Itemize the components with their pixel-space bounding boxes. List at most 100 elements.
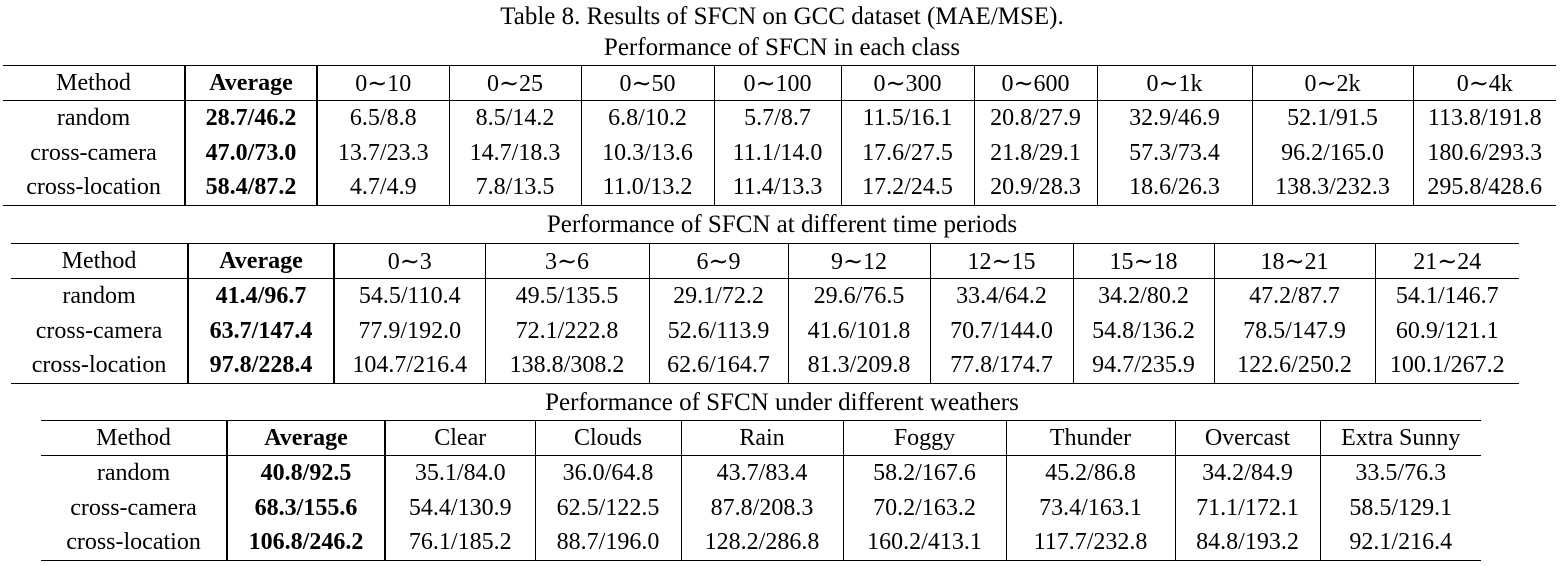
- time-table-title: Performance of SFCN at different time pe…: [546, 211, 1018, 238]
- header-cell: 21∼24: [1374, 243, 1519, 279]
- header-cell: 0∼25: [448, 65, 581, 101]
- table-cell: 11.0/13.2: [580, 170, 714, 206]
- table-cell: 54.4/130.9: [384, 490, 535, 526]
- table-cell: 6.8/10.2: [580, 100, 714, 136]
- method-cell: cross-camera: [70, 494, 197, 521]
- header-cell: Thunder: [1005, 420, 1175, 456]
- table-cell: 128.2/286.8: [680, 525, 843, 561]
- table-row: cross-camera 47.0/73.0 13.7/23.3 14.7/18…: [3, 135, 1556, 171]
- table-cell: 29.6/76.5: [787, 278, 930, 314]
- header-cell: Method: [41, 420, 227, 456]
- table-cell: 77.9/192.0: [333, 313, 485, 349]
- header-cell: 12∼15: [929, 243, 1073, 279]
- table-header-row: Method Average 0∼10 0∼25 0∼50 0∼100 0∼30…: [3, 65, 1556, 101]
- table-cell: 72.1/222.8: [484, 313, 649, 349]
- table-cell: 62.5/122.5: [534, 490, 681, 526]
- header-cell: Average: [187, 243, 334, 279]
- header-cell: Method: [3, 65, 185, 101]
- class-performance-table: Method Average 0∼10 0∼25 0∼50 0∼100 0∼30…: [3, 65, 1556, 206]
- table-cell: 34.2/84.9: [1174, 455, 1320, 491]
- table-cell: 29.1/72.2: [648, 278, 788, 314]
- header-cell: 0∼4k: [1412, 65, 1556, 101]
- method-cell: cross-location: [31, 352, 167, 379]
- header-cell: Rain: [680, 420, 843, 456]
- header-cell: 3∼6: [484, 243, 649, 279]
- table-cell: 88.7/196.0: [534, 525, 681, 561]
- method-cell: cross-camera: [30, 139, 157, 166]
- table-cell: 94.7/235.9: [1072, 348, 1214, 384]
- table-cell: 180.6/293.3: [1412, 135, 1556, 171]
- average-cell: 97.8/228.4: [187, 348, 334, 384]
- header-cell: 0∼1k: [1096, 65, 1252, 101]
- header-cell: 0∼2k: [1251, 65, 1413, 101]
- class-table-title: Performance of SFCN in each class: [603, 34, 961, 61]
- table-cell: 52.6/113.9: [648, 313, 788, 349]
- table-cell: 62.6/164.7: [648, 348, 788, 384]
- method-cell: cross-location: [66, 529, 201, 556]
- header-cell: Clouds: [534, 420, 681, 456]
- table-cell: 138.3/232.3: [1251, 170, 1413, 206]
- table-caption: Table 8. Results of SFCN on GCC dataset …: [500, 3, 1064, 30]
- table-cell: 54.1/146.7: [1374, 278, 1519, 314]
- header-cell: Clear: [384, 420, 535, 456]
- header-cell: 0∼100: [713, 65, 841, 101]
- table-row: cross-location 58.4/87.2 4.7/4.9 7.8/13.…: [3, 170, 1556, 206]
- table-row: cross-location 97.8/228.4 104.7/216.4 13…: [11, 348, 1519, 384]
- table-cell: 45.2/86.8: [1005, 455, 1175, 491]
- table-cell: 96.2/165.0: [1251, 135, 1413, 171]
- average-cell: 58.4/87.2: [184, 170, 317, 206]
- average-cell: 28.7/46.2: [184, 100, 317, 136]
- table-cell: 78.5/147.9: [1213, 313, 1375, 349]
- table-cell: 11.1/14.0: [713, 135, 841, 171]
- table-cell: 81.3/209.8: [787, 348, 930, 384]
- table-cell: 33.4/64.2: [929, 278, 1073, 314]
- weather-table-title: Performance of SFCN under different weat…: [545, 389, 1019, 416]
- table-cell: 104.7/216.4: [333, 348, 485, 384]
- header-cell: Foggy: [842, 420, 1006, 456]
- average-cell: 106.8/246.2: [226, 525, 385, 561]
- table-cell: 20.9/28.3: [973, 170, 1097, 206]
- header-cell: Overcast: [1174, 420, 1320, 456]
- table-row: cross-location 106.8/246.2 76.1/185.2 88…: [41, 525, 1481, 561]
- table-cell: 10.3/13.6: [580, 135, 714, 171]
- table-cell: 295.8/428.6: [1412, 170, 1556, 206]
- table-cell: 36.0/64.8: [534, 455, 681, 491]
- average-cell: 63.7/147.4: [187, 313, 334, 349]
- table-cell: 122.6/250.2: [1213, 348, 1375, 384]
- table-cell: 100.1/267.2: [1374, 348, 1519, 384]
- table-cell: 34.2/80.2: [1072, 278, 1214, 314]
- table-cell: 11.5/16.1: [840, 100, 974, 136]
- table-cell: 17.2/24.5: [840, 170, 974, 206]
- table-cell: 138.8/308.2: [484, 348, 649, 384]
- method-cell: random: [56, 104, 131, 131]
- table-cell: 13.7/23.3: [316, 135, 449, 171]
- weather-performance-table: Method Average Clear Clouds Rain Foggy T…: [41, 420, 1481, 561]
- header-cell: 6∼9: [648, 243, 788, 279]
- method-cell: random: [96, 459, 171, 486]
- header-cell: Method: [11, 243, 188, 279]
- table-row: random 28.7/46.2 6.5/8.8 8.5/14.2 6.8/10…: [3, 100, 1556, 136]
- header-cell: 0∼3: [333, 243, 485, 279]
- header-cell: 0∼600: [973, 65, 1097, 101]
- table-cell: 87.8/208.3: [680, 490, 843, 526]
- header-cell: 15∼18: [1072, 243, 1214, 279]
- table-cell: 47.2/87.7: [1213, 278, 1375, 314]
- time-performance-table: Method Average 0∼3 3∼6 6∼9 9∼12 12∼15 15…: [11, 243, 1519, 384]
- table-cell: 73.4/163.1: [1005, 490, 1175, 526]
- table-cell: 76.1/185.2: [384, 525, 535, 561]
- table-cell: 113.8/191.8: [1412, 100, 1556, 136]
- table-cell: 58.2/167.6: [842, 455, 1006, 491]
- table-cell: 14.7/18.3: [448, 135, 581, 171]
- table-cell: 54.8/136.2: [1072, 313, 1214, 349]
- table-cell: 32.9/46.9: [1096, 100, 1252, 136]
- table-cell: 70.7/144.0: [929, 313, 1073, 349]
- table-cell: 60.9/121.1: [1374, 313, 1519, 349]
- header-cell: Extra Sunny: [1319, 420, 1481, 456]
- header-cell: 0∼10: [316, 65, 449, 101]
- table-cell: 21.8/29.1: [973, 135, 1097, 171]
- table-cell: 57.3/73.4: [1096, 135, 1252, 171]
- table-cell: 33.5/76.3: [1319, 455, 1481, 491]
- table-row: random 40.8/92.5 35.1/84.0 36.0/64.8 43.…: [41, 455, 1481, 491]
- table-cell: 70.2/163.2: [842, 490, 1006, 526]
- table-cell: 117.7/232.8: [1005, 525, 1175, 561]
